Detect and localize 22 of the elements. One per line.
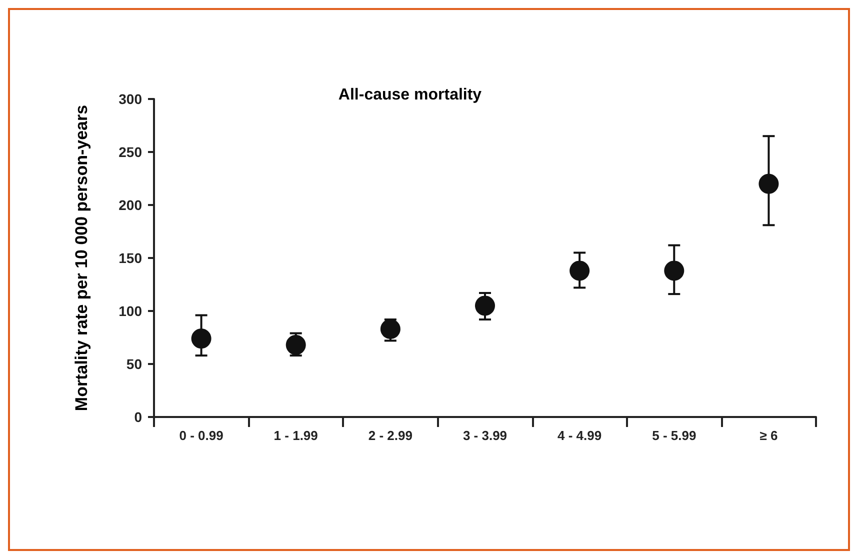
x-tick-label: 0 - 0.99: [179, 428, 224, 443]
y-tick-label: 50: [126, 356, 142, 372]
point: [191, 328, 212, 349]
y-tick-label: 150: [118, 250, 142, 266]
y-tick-label: 250: [118, 144, 142, 160]
x-tick-label: ≥ 6: [760, 428, 778, 443]
x-tick-label: 5 - 5.99: [652, 428, 696, 443]
chart-title: All-cause mortality: [338, 86, 482, 104]
point: [758, 174, 779, 194]
x-tick-label: 2 - 2.99: [368, 428, 412, 443]
y-tick-label: 300: [118, 91, 142, 107]
point: [570, 260, 590, 281]
x-tick-label: 1 - 1.99: [274, 428, 318, 443]
point: [664, 260, 684, 281]
y-tick-label: 0: [134, 409, 142, 425]
y-tick-label: 100: [118, 303, 142, 319]
y-tick-label: 200: [118, 197, 142, 213]
x-tick-label: 3 - 3.99: [462, 428, 508, 443]
point: [286, 334, 306, 355]
y-axis-title: Mortality rate per 10 000 person-years: [72, 104, 91, 412]
x-tick-label: 4 - 4.99: [558, 428, 602, 443]
point: [475, 296, 495, 316]
